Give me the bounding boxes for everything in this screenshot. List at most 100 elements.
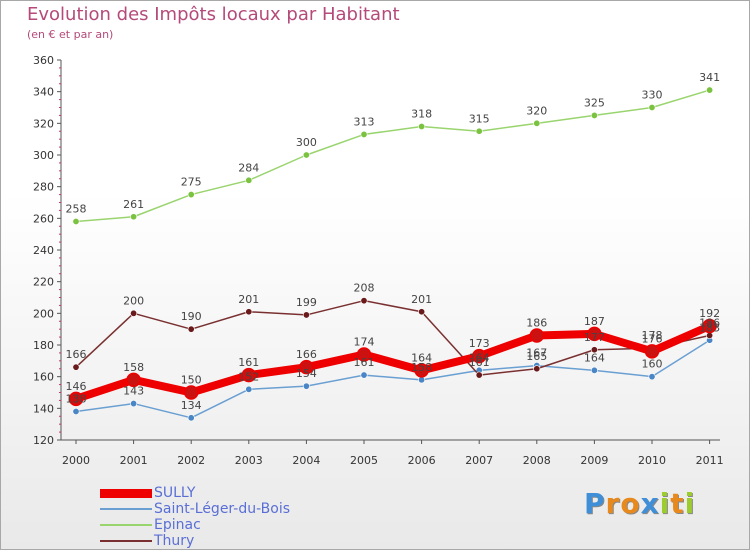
data-label: 173 — [469, 337, 490, 350]
data-point — [414, 363, 429, 378]
data-label: 161 — [469, 356, 490, 369]
logo-letter: i — [659, 487, 671, 520]
data-point — [587, 326, 602, 342]
data-point — [187, 325, 195, 333]
y-tick-label: 160 — [33, 371, 54, 384]
logo-letter: i — [684, 487, 696, 520]
data-label: 164 — [584, 351, 605, 364]
series-line — [75, 339, 711, 419]
legend-swatch — [100, 508, 152, 510]
data-point — [302, 311, 310, 319]
data-point — [648, 104, 656, 112]
data-label: 190 — [181, 310, 202, 323]
data-label: 176 — [642, 332, 663, 345]
y-tick-label: 300 — [33, 149, 54, 162]
y-tick-label: 280 — [33, 181, 54, 194]
data-point — [245, 176, 253, 184]
data-label: 152 — [238, 370, 259, 383]
data-label: 187 — [584, 315, 605, 328]
y-tick-label: 260 — [33, 212, 54, 225]
data-point — [533, 365, 541, 373]
legend-swatch — [100, 524, 152, 526]
data-label: 186 — [699, 317, 720, 330]
data-label: 183 — [699, 321, 720, 334]
data-label: 300 — [296, 136, 317, 149]
data-label: 320 — [526, 104, 547, 117]
legend-label: SULLY — [154, 485, 196, 501]
data-point — [241, 367, 257, 383]
data-label: 330 — [642, 89, 663, 102]
data-label: 284 — [238, 161, 259, 174]
y-tick-label: 360 — [33, 54, 54, 67]
data-point — [245, 308, 253, 316]
x-tick-label: 2003 — [235, 454, 263, 467]
y-tick-label: 240 — [33, 244, 54, 257]
data-label: 166 — [66, 348, 87, 361]
data-label: 318 — [411, 108, 432, 121]
data-label: 160 — [642, 358, 663, 371]
x-tick-label: 2004 — [292, 454, 320, 467]
legend-label: Thury — [154, 533, 195, 549]
data-label: 261 — [123, 198, 144, 211]
data-label: 150 — [181, 374, 202, 387]
data-label: 166 — [296, 348, 317, 361]
x-tick-label: 2000 — [62, 454, 90, 467]
data-point — [418, 376, 426, 384]
logo-letter: P — [584, 487, 606, 520]
data-label: 341 — [699, 71, 720, 84]
y-tick-label: 340 — [33, 86, 54, 99]
data-label: 325 — [584, 96, 605, 109]
data-label: 313 — [354, 115, 375, 128]
data-point — [360, 371, 368, 379]
x-tick-label: 2010 — [638, 454, 666, 467]
y-tick-label: 140 — [33, 402, 54, 415]
data-point — [418, 123, 426, 131]
data-point — [644, 344, 660, 359]
data-point — [72, 363, 80, 371]
x-tick-label: 2009 — [580, 454, 608, 467]
data-label: 161 — [238, 356, 259, 369]
data-label: 192 — [699, 307, 720, 320]
x-tick-label: 2007 — [465, 454, 493, 467]
logo-letter: o — [620, 487, 641, 520]
data-point — [533, 119, 541, 127]
data-label: 134 — [181, 399, 202, 412]
x-tick-label: 2006 — [408, 454, 436, 467]
x-tick-label: 2005 — [350, 454, 378, 467]
y-tick-label: 320 — [33, 117, 54, 130]
x-tick-label: 2011 — [696, 454, 724, 467]
chart-subtitle: (en € et par an) — [27, 28, 114, 41]
data-point — [360, 297, 368, 305]
series-epinac — [72, 86, 714, 226]
series-thury — [72, 297, 714, 379]
data-point — [648, 373, 656, 381]
logo-letter: t — [670, 487, 685, 520]
data-point — [590, 111, 598, 119]
x-tick-label: 2001 — [120, 454, 148, 467]
data-label: 161 — [354, 356, 375, 369]
data-point — [356, 347, 372, 362]
data-label: 174 — [354, 336, 375, 349]
data-label: 275 — [181, 176, 202, 189]
axes: 120 140 160 180 200 220 240 260 280 300 320 340 360 2… — [33, 54, 724, 467]
data-point — [475, 371, 483, 379]
data-point — [475, 127, 483, 135]
data-point — [68, 391, 84, 407]
data-label: 201 — [411, 293, 432, 306]
data-label: 200 — [123, 294, 144, 307]
data-label: 201 — [238, 293, 259, 306]
legend-swatch — [100, 540, 152, 542]
series-line — [72, 322, 714, 403]
legend-label: Epinac — [154, 517, 201, 533]
data-point — [590, 366, 598, 374]
data-point — [418, 308, 426, 316]
data-point — [245, 385, 253, 393]
data-point — [471, 348, 487, 364]
data-label: 167 — [526, 347, 547, 360]
data-point — [360, 130, 368, 138]
chart-title: Evolution des Impôts locaux par Habitant — [27, 4, 400, 25]
data-point — [706, 86, 714, 94]
